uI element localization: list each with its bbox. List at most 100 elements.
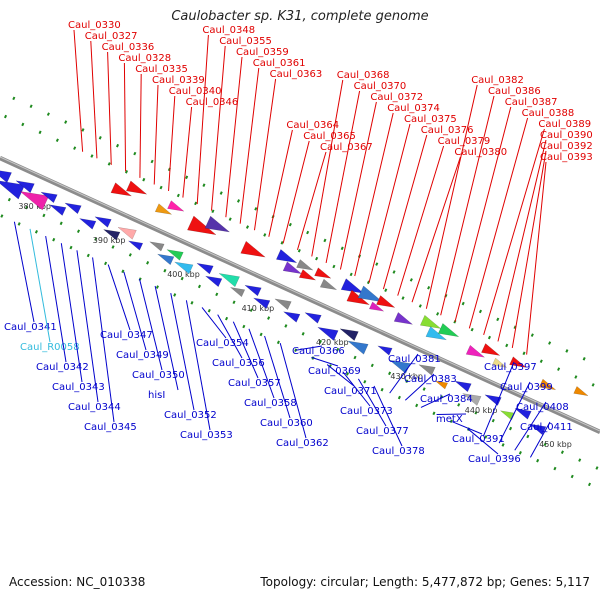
gene-label-top[interactable]: Caul_0355 [219,36,272,47]
gene-feature-reverse[interactable] [274,298,292,311]
gene-feature-forward[interactable] [240,240,267,258]
gene-label-bottom[interactable]: Caul_0360 [260,418,313,429]
gene-feature-reverse[interactable] [454,380,472,393]
gene-feature-reverse[interactable] [173,261,194,275]
gene-feature-reverse[interactable] [48,204,67,216]
gene-feature-forward[interactable] [509,356,527,368]
gene-feature-forward[interactable] [376,295,396,308]
gene-feature-reverse[interactable] [484,394,502,406]
gene-feature-forward[interactable] [125,180,148,195]
gene-feature-reverse[interactable] [102,229,121,241]
gene-feature-reverse[interactable] [19,191,50,211]
gene-feature-reverse[interactable] [148,241,165,252]
gene-feature-reverse[interactable] [64,202,82,215]
gene-feature-forward[interactable] [282,261,303,275]
gene-feature-reverse[interactable] [117,226,137,240]
gene-label-top[interactable]: Caul_0368 [337,70,390,81]
gene-label-top[interactable]: Caul_0330 [68,20,121,31]
gene-feature-forward[interactable] [275,248,298,264]
gene-label-bottom[interactable]: Caul_0342 [36,362,89,373]
gene-label-bottom[interactable]: Caul_0356 [212,358,265,369]
gene-feature-reverse[interactable] [252,297,271,310]
gene-label-bottom[interactable]: Caul_0384 [420,394,473,405]
gene-label-top[interactable]: Caul_0346 [186,97,239,108]
gene-feature-reverse[interactable] [346,340,369,355]
gene-label-bottom[interactable]: Caul_0357 [228,378,281,389]
gene-label-top[interactable]: Caul_0367 [320,142,373,153]
gene-feature-reverse[interactable] [229,287,246,298]
gene-label-top[interactable]: Caul_0339 [152,75,205,86]
gene-label-top[interactable]: Caul_0327 [85,31,138,42]
gene-label-bottom[interactable]: metX [436,414,463,425]
gene-feature-reverse[interactable] [528,423,547,436]
gene-label-bottom[interactable]: Caul_0354 [196,338,249,349]
gene-label-bottom[interactable]: Caul_0396 [468,454,521,465]
gene-label-top[interactable]: Caul_0375 [404,114,457,125]
gene-label-top[interactable]: Caul_0374 [387,103,440,114]
gene-feature-reverse[interactable] [282,311,301,323]
gene-label-bottom[interactable]: hisI [148,390,165,401]
gene-label-top[interactable]: Caul_0336 [102,42,155,53]
gene-label-top[interactable]: Caul_0328 [118,53,171,64]
gene-label-top[interactable]: Caul_0372 [370,92,423,103]
gene-label-bottom[interactable]: Caul_0352 [164,410,217,421]
gene-feature-reverse[interactable] [156,253,175,266]
gene-feature-forward[interactable] [481,343,501,356]
gene-feature-reverse[interactable] [514,408,532,420]
gene-label-bottom[interactable]: Caul_0344 [68,402,121,413]
gene-label-top[interactable]: Caul_0364 [286,120,339,131]
gene-feature-forward[interactable] [538,378,557,391]
gene-feature-forward[interactable] [187,215,217,236]
gene-feature-reverse[interactable] [204,275,223,288]
gene-feature-forward[interactable] [357,285,384,303]
gene-feature-reverse[interactable] [166,249,184,261]
gene-feature-forward[interactable] [154,203,173,215]
gene-feature-forward[interactable] [298,269,317,281]
gene-label-bottom[interactable]: Caul_0362 [276,438,329,449]
gene-label-bottom[interactable]: Caul_0371 [324,386,377,397]
gene-label-top[interactable]: Caul_0363 [270,69,323,80]
gene-label-top[interactable]: Caul_0389 [538,119,591,130]
gene-feature-forward[interactable] [167,200,185,212]
gene-label-bottom[interactable]: Caul_0350 [132,370,185,381]
gene-feature-reverse[interactable] [434,380,449,390]
gene-feature-reverse[interactable] [196,262,214,275]
gene-label-bottom[interactable]: Caul_0369 [308,366,361,377]
gene-feature-reverse[interactable] [418,364,436,376]
gene-feature-forward[interactable] [573,385,589,397]
gene-label-top[interactable]: Caul_0365 [303,131,356,142]
gene-label-top[interactable]: Caul_0348 [202,25,255,36]
gene-feature-reverse[interactable] [15,180,35,194]
gene-label-bottom[interactable]: Caul_0373 [340,406,393,417]
gene-label-bottom[interactable]: Caul_0391 [452,434,505,445]
gene-label-bottom[interactable]: Caul_0397 [484,362,537,373]
gene-label-top[interactable]: Caul_0361 [253,58,306,69]
gene-feature-reverse[interactable] [339,328,359,342]
gene-label-top[interactable]: Caul_0382 [471,75,524,86]
gene-feature-reverse[interactable] [0,169,12,184]
gene-feature-reverse[interactable] [461,393,482,406]
gene-label-bottom[interactable]: Caul_0366 [292,346,345,357]
gene-feature-reverse[interactable] [94,216,112,228]
gene-label-top[interactable]: Caul_0386 [488,86,541,97]
gene-label-top[interactable]: Caul_0393 [540,152,593,163]
gene-label-bottom[interactable]: Caul_0349 [116,350,169,361]
gene-feature-forward[interactable] [319,278,338,291]
gene-label-bottom[interactable]: Caul_0381 [388,354,441,365]
gene-feature-reverse[interactable] [316,326,339,342]
gene-feature-forward[interactable] [368,301,385,312]
gene-feature-forward[interactable] [296,259,314,271]
gene-label-top[interactable]: Caul_0392 [540,141,593,152]
gene-label-top[interactable]: Caul_0376 [421,125,474,136]
gene-label-bottom[interactable]: Caul_0341 [4,322,57,333]
gene-feature-reverse[interactable] [304,312,322,324]
gene-label-bottom[interactable]: Caul_0353 [180,430,233,441]
gene-feature-reverse[interactable] [40,191,58,204]
gene-label-top[interactable]: Caul_0390 [540,130,593,141]
gene-label-bottom[interactable]: Caul_0347 [100,330,153,341]
gene-label-bottom[interactable]: Caul_0408 [516,402,569,413]
gene-feature-forward[interactable] [314,267,332,279]
gene-label-bottom[interactable]: Caul_0383 [404,374,457,385]
gene-feature-reverse[interactable] [499,410,516,421]
